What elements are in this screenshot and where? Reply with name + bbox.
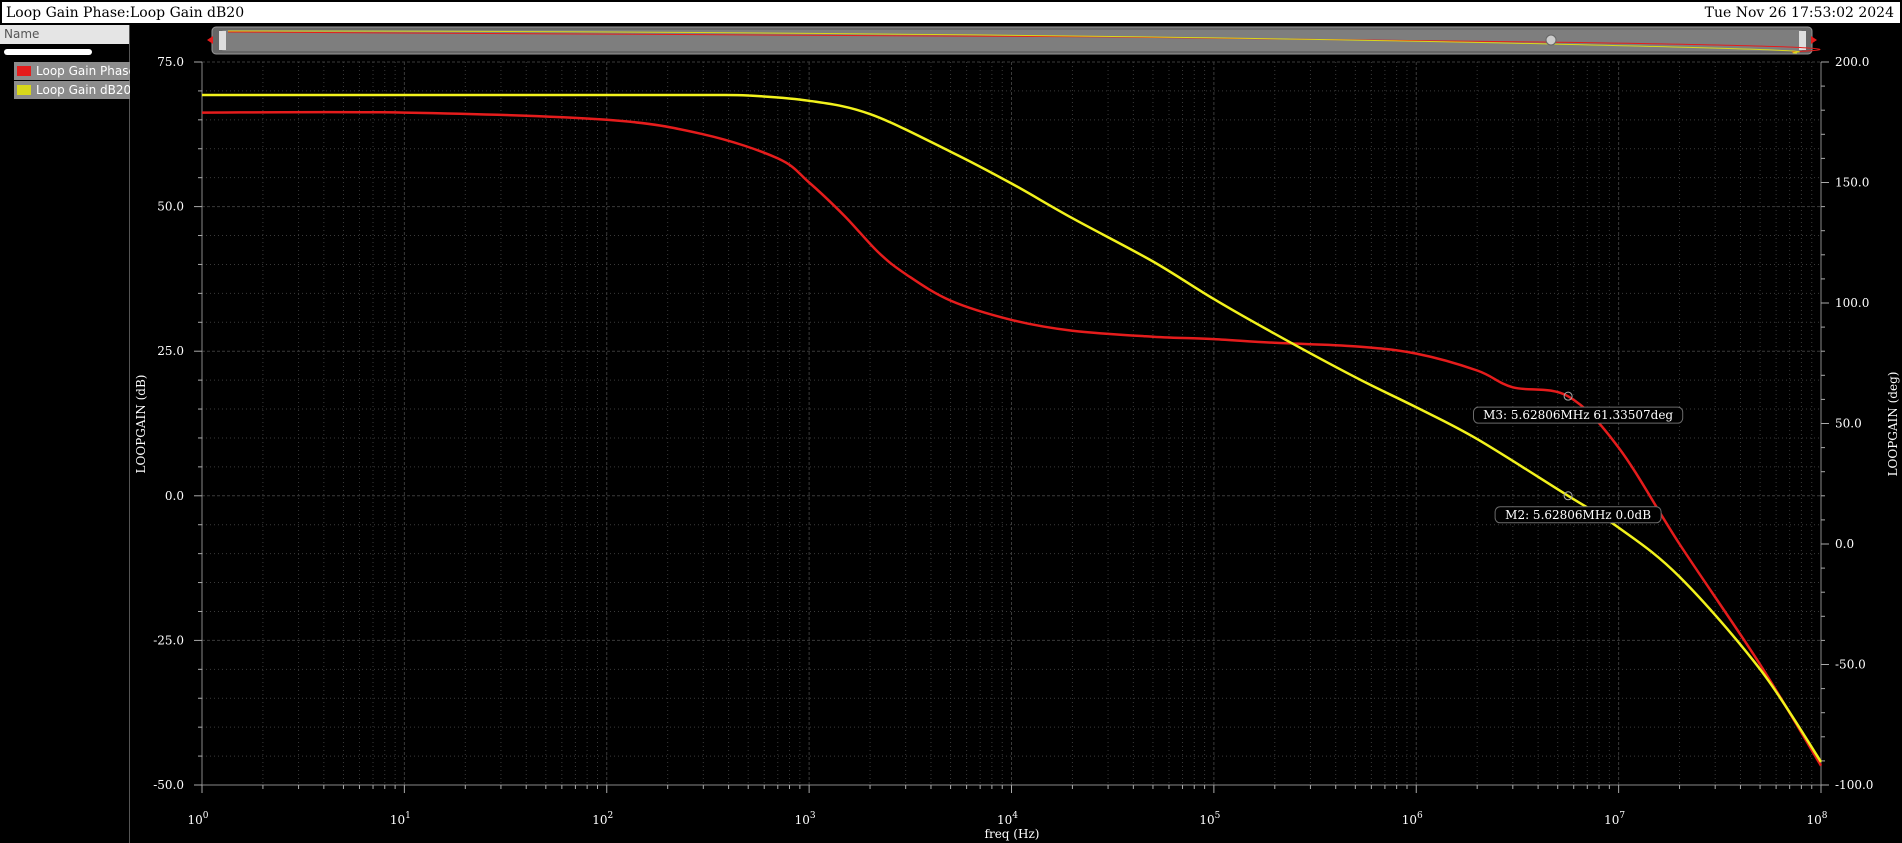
series-line-loop-gain-phase bbox=[201, 110, 1823, 767]
series bbox=[201, 93, 1823, 767]
overview-gain-trace bbox=[227, 30, 1800, 54]
left-y-tick-label: -25.0 bbox=[153, 633, 184, 647]
zoom-scrollbar[interactable] bbox=[207, 26, 1821, 55]
right-y-tick-label: 150.0 bbox=[1835, 176, 1869, 190]
right-y-tick-labels: 200.0 150.0 100.0 50.0 0.0 -50.0 -100.0 bbox=[1835, 55, 1873, 792]
legend-item-label: Loop Gain dB20 bbox=[36, 83, 130, 97]
marker-point-icon bbox=[1563, 391, 1573, 401]
scroll-left-handle[interactable] bbox=[219, 31, 226, 50]
ticks bbox=[194, 61, 1829, 793]
right-y-tick-label: 200.0 bbox=[1835, 55, 1869, 69]
timestamp: Tue Nov 26 17:53:02 2024 bbox=[1704, 5, 1894, 21]
left-y-tick-label: 75.0 bbox=[157, 55, 184, 69]
marker-point-icon bbox=[1563, 491, 1573, 501]
marker-label-box[interactable] bbox=[1473, 406, 1684, 424]
right-y-tick-label: -50.0 bbox=[1835, 658, 1866, 672]
right-y-tick-label: -100.0 bbox=[1835, 778, 1873, 792]
legend-panel: Name Loop Gain Phase Loop Gain dB20 bbox=[0, 25, 130, 843]
x-tick-label: 105 bbox=[1199, 811, 1220, 827]
left-y-tick-label: 25.0 bbox=[157, 344, 184, 358]
x-tick-label: 108 bbox=[1806, 811, 1827, 827]
legend-column-header[interactable]: Name bbox=[0, 25, 129, 44]
window-title: Loop Gain Phase:Loop Gain dB20 bbox=[6, 5, 245, 21]
left-y-tick-label: -50.0 bbox=[153, 778, 184, 792]
legend-item-gain[interactable]: Loop Gain dB20 bbox=[14, 81, 130, 99]
right-y-tick-label: 0.0 bbox=[1835, 537, 1854, 551]
right-y-tick-label: 50.0 bbox=[1835, 417, 1862, 431]
markers: M3: 5.62806MHz 61.33507deg M2: 5.62806MHz… bbox=[1473, 391, 1684, 524]
right-y-axis-title: LOOPGAIN (deg) bbox=[1886, 372, 1900, 477]
x-axis-title: freq (Hz) bbox=[985, 827, 1040, 841]
x-tick-labels: 100 101 102 103 104 105 106 107 108 bbox=[187, 811, 1827, 827]
left-y-tick-label: 50.0 bbox=[157, 200, 184, 214]
left-y-tick-label: 0.0 bbox=[165, 489, 184, 503]
x-tick-label: 100 bbox=[187, 811, 208, 827]
overview-marker-icon[interactable] bbox=[1545, 34, 1557, 46]
grid bbox=[201, 61, 1821, 786]
marker-label-box[interactable] bbox=[1494, 506, 1662, 524]
window-title-bar: Loop Gain Phase:Loop Gain dB20 Tue Nov 2… bbox=[0, 0, 1902, 25]
x-tick-label: 101 bbox=[390, 811, 411, 827]
scroll-right-arrow-icon[interactable] bbox=[1811, 36, 1817, 44]
legend-item-phase[interactable]: Loop Gain Phase bbox=[14, 62, 130, 80]
phase-swatch-icon bbox=[17, 66, 31, 76]
series-line-loop-gain-db20 bbox=[201, 93, 1823, 763]
x-tick-label: 103 bbox=[795, 811, 816, 827]
marker-label: M3: 5.62806MHz 61.33507deg bbox=[1483, 408, 1673, 422]
x-tick-label: 102 bbox=[592, 811, 613, 827]
x-tick-label: 106 bbox=[1402, 811, 1423, 827]
gain-swatch-icon bbox=[17, 85, 31, 95]
x-tick-label: 107 bbox=[1604, 811, 1625, 827]
right-y-tick-label: 100.0 bbox=[1835, 296, 1869, 310]
left-y-axis-title: LOOPGAIN (dB) bbox=[134, 375, 148, 474]
scroll-left-arrow-icon[interactable] bbox=[207, 36, 213, 44]
legend-scrollbar[interactable] bbox=[4, 49, 92, 55]
x-tick-label: 104 bbox=[997, 811, 1018, 827]
marker-label: M2: 5.62806MHz 0.0dB bbox=[1505, 508, 1651, 522]
legend-item-label: Loop Gain Phase bbox=[36, 64, 130, 78]
scroll-right-handle[interactable] bbox=[1799, 31, 1806, 50]
left-y-tick-labels: 75.0 50.0 25.0 0.0 -25.0 -50.0 bbox=[153, 55, 184, 792]
